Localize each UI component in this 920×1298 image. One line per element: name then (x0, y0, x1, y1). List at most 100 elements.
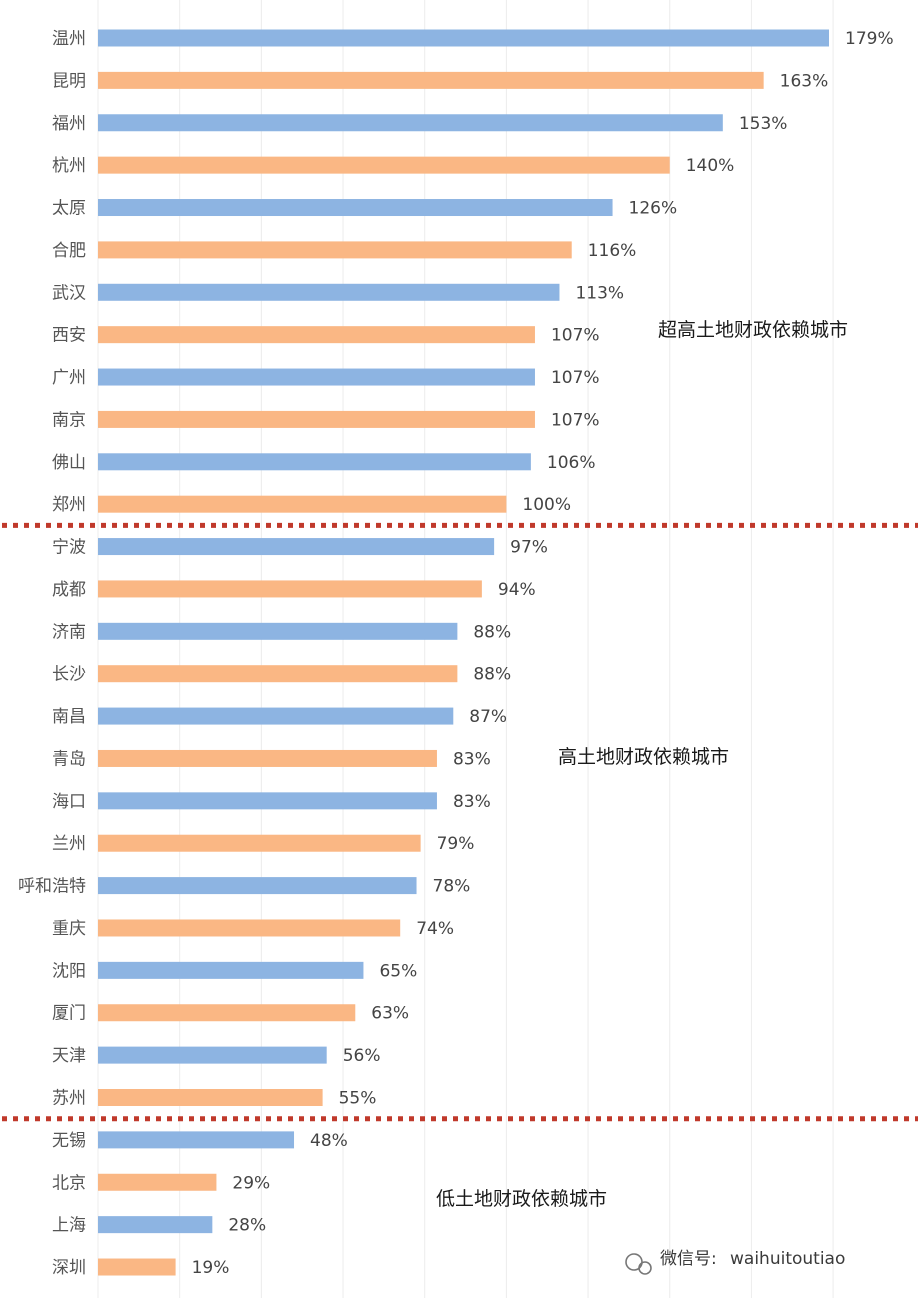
category-label: 沈阳 (52, 961, 86, 981)
category-label: 天津 (52, 1046, 86, 1066)
bar (98, 919, 401, 937)
category-label: 杭州 (52, 156, 86, 176)
bar (98, 1089, 323, 1106)
bar (98, 1258, 176, 1276)
wechat-icon (625, 1253, 652, 1275)
value-label: 63% (371, 1004, 409, 1024)
bar (98, 453, 531, 471)
watermark-account: waihuitoutiao (730, 1249, 845, 1269)
value-label: 113% (575, 283, 624, 303)
bar (98, 71, 764, 89)
bar (98, 495, 507, 513)
bar (98, 156, 670, 174)
bar (98, 538, 495, 556)
category-label: 上海 (52, 1216, 86, 1236)
bar (98, 114, 723, 132)
category-label: 成都 (52, 580, 86, 600)
gridlines (97, 0, 834, 1298)
value-label: 19% (192, 1258, 230, 1278)
category-labels: 温州昆明福州杭州太原合肥武汉西安广州南京佛山郑州宁波成都济南长沙南昌青岛海口兰州… (18, 29, 86, 1278)
value-label: 107% (551, 326, 600, 346)
bar (98, 834, 421, 852)
value-label: 179% (845, 29, 894, 49)
category-label: 昆明 (52, 71, 86, 91)
category-label: 佛山 (52, 453, 86, 473)
value-label: 116% (588, 241, 637, 261)
category-label: 合肥 (52, 241, 86, 261)
value-label: 48% (310, 1131, 348, 1151)
value-label: 140% (686, 156, 735, 176)
value-label: 97% (510, 538, 548, 558)
category-label: 太原 (52, 199, 86, 219)
bar (98, 1173, 217, 1191)
value-label: 88% (473, 665, 511, 685)
value-label: 28% (228, 1216, 266, 1236)
value-label: 153% (739, 114, 788, 134)
bar (98, 410, 535, 428)
category-label: 西安 (52, 326, 86, 346)
bar (98, 961, 364, 979)
bar (98, 707, 454, 725)
value-label: 87% (469, 707, 507, 727)
bar (98, 326, 535, 344)
value-label: 65% (379, 961, 417, 981)
bar (98, 199, 613, 217)
category-label: 温州 (52, 29, 86, 49)
value-label: 78% (433, 877, 471, 897)
category-label: 兰州 (52, 834, 86, 854)
bar (98, 1004, 356, 1022)
category-label: 郑州 (52, 495, 86, 515)
value-label: 107% (551, 410, 600, 430)
value-label: 100% (522, 495, 571, 515)
group-label-super-high: 超高土地财政依赖城市 (658, 319, 848, 341)
bar (98, 283, 560, 301)
bar (98, 749, 437, 767)
value-label: 29% (232, 1173, 270, 1193)
category-label: 南昌 (52, 707, 86, 727)
bar (98, 29, 829, 47)
watermark-prefix: 微信号: (660, 1249, 717, 1269)
category-label: 苏州 (52, 1089, 86, 1109)
value-label: 83% (453, 792, 491, 812)
watermark: 微信号: waihuitoutiao (625, 1249, 845, 1275)
category-label: 福州 (52, 114, 86, 134)
category-label: 重庆 (52, 919, 86, 939)
category-label: 北京 (52, 1173, 86, 1193)
category-label: 宁波 (52, 538, 86, 558)
value-labels: 179% 163% 153% 140% 126% 116% 113% 107% 107% 107%… (192, 29, 894, 1278)
category-label: 呼和浩特 (18, 877, 86, 897)
bar (98, 622, 458, 640)
value-label: 94% (498, 580, 536, 600)
category-label: 海口 (52, 792, 86, 812)
value-label: 107% (551, 368, 600, 388)
group-dividers (2, 522, 918, 1122)
value-label: 88% (473, 622, 511, 642)
category-label: 济南 (52, 622, 86, 642)
value-label: 56% (343, 1046, 381, 1066)
bars (98, 29, 829, 1276)
category-label: 厦门 (52, 1004, 86, 1024)
category-label: 南京 (52, 410, 86, 430)
category-label: 无锡 (52, 1131, 86, 1151)
bar (98, 368, 535, 386)
group-label-low: 低土地财政依赖城市 (436, 1188, 607, 1210)
category-label: 长沙 (52, 665, 86, 685)
bar (98, 1216, 213, 1234)
value-label: 163% (780, 71, 829, 91)
bar (98, 665, 458, 683)
value-label: 126% (629, 199, 678, 219)
bar (98, 1046, 327, 1064)
bar (98, 877, 417, 895)
category-label: 青岛 (52, 749, 86, 769)
bar (98, 792, 437, 810)
category-label: 深圳 (52, 1258, 86, 1278)
bar (98, 241, 572, 259)
category-label: 广州 (52, 368, 86, 388)
value-label: 74% (416, 919, 454, 939)
value-label: 55% (339, 1089, 377, 1109)
value-label: 83% (453, 749, 491, 769)
value-label: 79% (437, 834, 475, 854)
group-label-high: 高土地财政依赖城市 (558, 746, 729, 768)
bar (98, 580, 482, 598)
